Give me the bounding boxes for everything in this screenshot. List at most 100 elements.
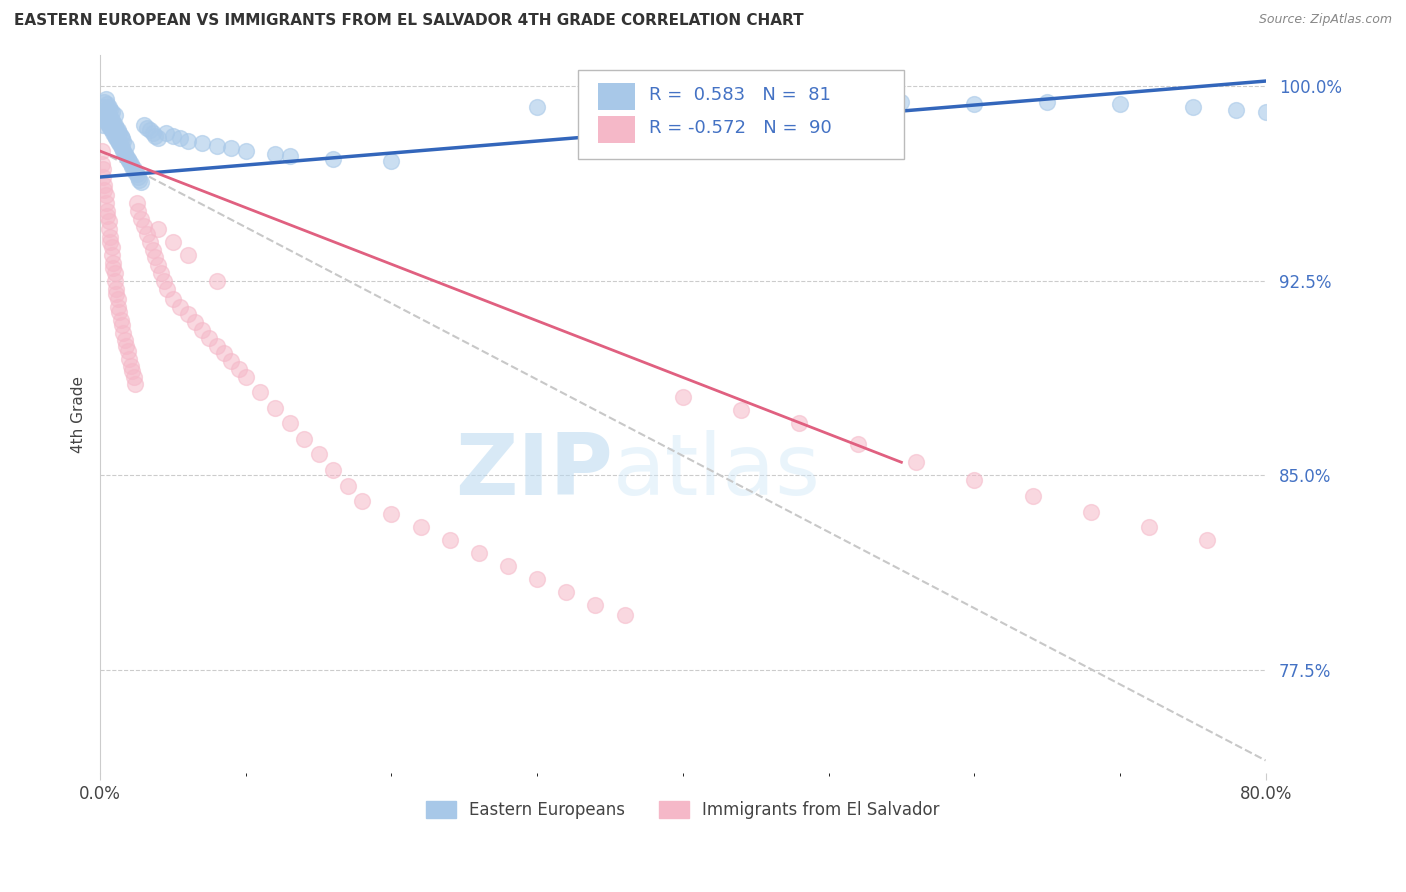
Point: [963, 97, 986, 112]
Point: [96, 105, 118, 120]
Point: [352, 494, 374, 508]
Point: [148, 222, 170, 236]
Point: [112, 134, 135, 148]
Point: [104, 118, 127, 132]
Point: [308, 448, 330, 462]
Point: [101, 112, 124, 127]
Point: [121, 160, 143, 174]
Point: [169, 131, 191, 145]
Point: [104, 128, 127, 143]
Point: [672, 391, 695, 405]
Point: [90, 111, 112, 125]
Point: [103, 255, 125, 269]
Text: atlas: atlas: [613, 430, 821, 513]
Point: [1181, 100, 1204, 114]
Point: [1284, 108, 1306, 122]
Point: [219, 354, 242, 368]
Point: [117, 152, 139, 166]
Point: [162, 128, 184, 143]
Point: [105, 281, 128, 295]
Point: [112, 326, 135, 340]
Point: [963, 474, 986, 488]
Point: [91, 100, 114, 114]
Point: [105, 120, 128, 135]
Point: [93, 111, 115, 125]
Point: [97, 118, 120, 132]
Point: [153, 274, 176, 288]
Point: [526, 100, 548, 114]
Point: [97, 222, 120, 236]
Point: [672, 105, 695, 120]
Point: [138, 235, 160, 249]
Point: [90, 144, 112, 158]
Point: [235, 369, 257, 384]
Point: [121, 364, 143, 378]
Point: [155, 126, 177, 140]
Point: [98, 229, 121, 244]
Point: [101, 105, 124, 120]
Point: [122, 369, 145, 384]
Point: [125, 168, 148, 182]
Point: [468, 546, 491, 560]
Point: [585, 598, 607, 612]
Point: [904, 455, 927, 469]
Point: [1225, 103, 1247, 117]
Point: [322, 152, 344, 166]
Point: [817, 92, 839, 106]
Point: [97, 108, 120, 122]
Point: [108, 305, 131, 319]
Point: [104, 274, 127, 288]
Point: [94, 112, 117, 127]
Point: [228, 362, 250, 376]
Point: [599, 103, 621, 117]
Point: [122, 162, 145, 177]
Text: R = -0.572   N =  90: R = -0.572 N = 90: [650, 119, 832, 136]
Point: [322, 463, 344, 477]
Point: [91, 169, 114, 184]
Point: [94, 196, 117, 211]
Point: [111, 141, 134, 155]
Y-axis label: 4th Grade: 4th Grade: [72, 376, 86, 453]
Point: [1137, 520, 1160, 534]
Point: [107, 134, 129, 148]
Point: [124, 377, 146, 392]
Point: [114, 146, 136, 161]
Point: [439, 533, 461, 547]
Point: [205, 274, 228, 288]
Point: [169, 300, 191, 314]
Point: [142, 126, 165, 140]
Point: [114, 334, 136, 348]
Point: [235, 144, 257, 158]
Point: [110, 128, 132, 143]
Point: [145, 251, 167, 265]
Point: [219, 141, 242, 155]
Point: [184, 315, 207, 329]
Point: [120, 359, 142, 374]
Point: [1254, 105, 1277, 120]
Point: [115, 338, 138, 352]
Point: [176, 308, 198, 322]
Point: [555, 585, 578, 599]
Point: [98, 111, 121, 125]
Point: [292, 432, 315, 446]
Text: ZIP: ZIP: [456, 430, 613, 513]
Point: [191, 323, 214, 337]
Point: [118, 154, 141, 169]
Point: [110, 139, 132, 153]
Point: [249, 385, 271, 400]
Point: [107, 300, 129, 314]
Point: [111, 131, 134, 145]
Point: [1197, 533, 1219, 547]
Point: [91, 162, 114, 177]
Point: [115, 139, 138, 153]
Point: [118, 351, 141, 366]
Point: [127, 203, 149, 218]
Point: [96, 203, 118, 218]
Point: [97, 100, 120, 114]
Point: [135, 227, 157, 241]
Point: [115, 149, 138, 163]
Point: [148, 258, 170, 272]
Legend: Eastern Europeans, Immigrants from El Salvador: Eastern Europeans, Immigrants from El Sa…: [419, 795, 946, 826]
Point: [162, 235, 184, 249]
Point: [120, 157, 142, 171]
